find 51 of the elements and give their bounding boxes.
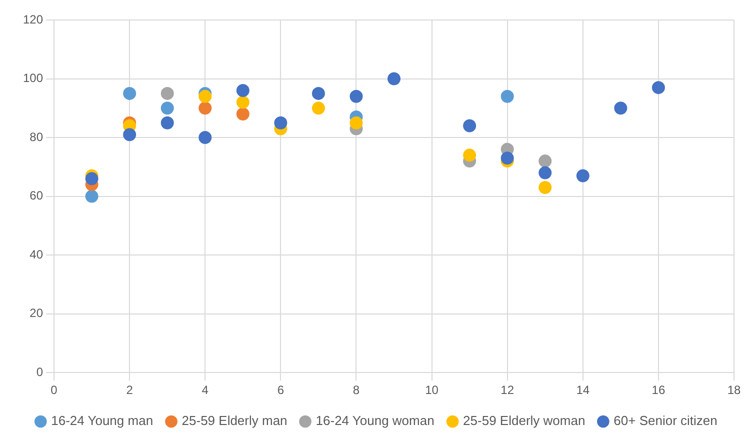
x-tick-label: 12: [500, 383, 514, 398]
x-tick-label: 10: [425, 383, 439, 398]
point: [236, 84, 250, 98]
point: [463, 119, 476, 132]
point: [350, 116, 363, 130]
point: [388, 72, 401, 86]
point: [160, 86, 174, 100]
y-tick-label: 60: [30, 188, 44, 203]
point: [500, 90, 514, 103]
legend-label: 25-59 Elderly woman: [463, 413, 586, 428]
legend-label: 25-59 Elderly man: [182, 413, 288, 428]
point: [198, 131, 212, 144]
point: [160, 102, 174, 115]
x-tick-label: 16: [652, 383, 666, 398]
y-tick-label: 100: [22, 71, 44, 86]
legend-label: 16-24 Young woman: [316, 413, 434, 428]
point: [198, 102, 212, 115]
x-tick-label: 0: [50, 383, 58, 398]
x-tick-label: 14: [576, 383, 590, 398]
legend-label: 16-24 Young man: [51, 413, 154, 428]
point: [350, 90, 363, 103]
point: [198, 90, 212, 103]
point: [85, 172, 98, 186]
point: [576, 169, 590, 182]
point: [500, 152, 514, 165]
x-tick-label: 6: [277, 383, 284, 398]
y-tick-label: 0: [36, 364, 44, 379]
x-tick-label: 8: [352, 383, 360, 398]
point: [274, 116, 288, 130]
x-tick-label: 2: [126, 383, 134, 398]
point: [123, 86, 136, 100]
point: [160, 116, 174, 130]
point: [85, 190, 98, 203]
point: [236, 96, 250, 109]
point: [236, 108, 250, 121]
point: [538, 180, 552, 194]
point: [614, 102, 628, 115]
point: [652, 81, 665, 94]
point: [312, 86, 325, 100]
x-tick-label: 18: [727, 383, 741, 398]
point: [538, 154, 552, 168]
point: [123, 128, 136, 142]
point: [312, 102, 325, 115]
y-tick-label: 40: [30, 247, 44, 262]
point: [538, 166, 552, 180]
y-tick-label: 20: [30, 306, 44, 320]
x-tick-label: 4: [202, 383, 209, 398]
point: [463, 148, 476, 162]
y-tick-label: 80: [30, 130, 44, 144]
y-tick-label: 120: [22, 12, 44, 26]
legend-label: 60+ Senior citizen: [614, 413, 718, 428]
